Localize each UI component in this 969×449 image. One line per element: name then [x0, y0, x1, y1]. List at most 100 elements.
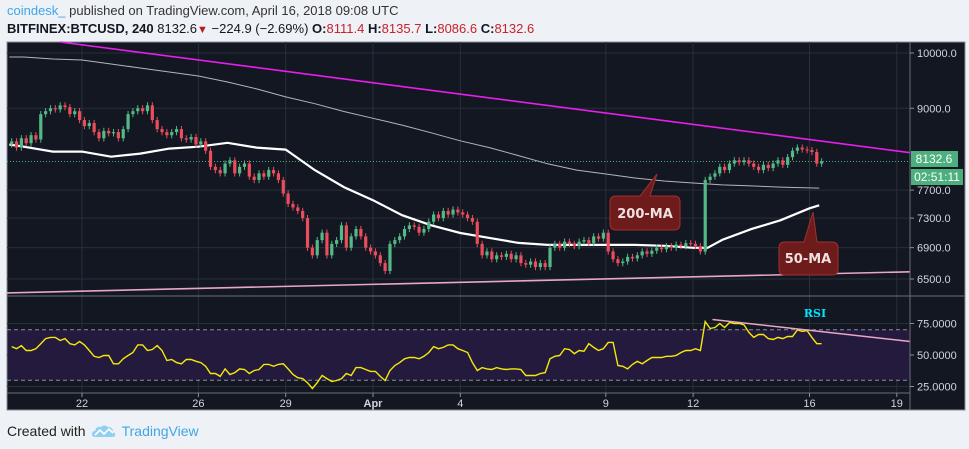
- candle-body: [790, 150, 795, 158]
- candle: [58, 102, 62, 113]
- x-tick-label: 29: [280, 398, 292, 410]
- candle-body: [335, 240, 339, 244]
- candle-body: [786, 157, 790, 165]
- candle: [165, 128, 169, 139]
- candle: [509, 250, 513, 263]
- high-value: 8135.7: [381, 21, 422, 36]
- candle-body: [252, 176, 256, 180]
- y-tick-label: 6500.0: [917, 274, 951, 286]
- candle-body: [572, 243, 576, 247]
- candle: [626, 253, 630, 265]
- candle: [373, 248, 378, 259]
- candle: [82, 116, 87, 130]
- candle-body: [698, 246, 702, 252]
- candle-body: [674, 244, 678, 248]
- candle-body: [407, 225, 411, 229]
- candle-body: [14, 141, 19, 148]
- candle: [393, 236, 397, 248]
- candle-body: [218, 170, 222, 174]
- candle-body: [781, 160, 785, 165]
- candle: [533, 258, 538, 271]
- candle-body: [228, 160, 232, 164]
- plot-area: [6, 41, 911, 390]
- candle: [558, 240, 562, 251]
- candle: [281, 176, 285, 197]
- candle-body: [533, 261, 538, 268]
- candle: [29, 132, 33, 147]
- tradingview-link[interactable]: TradingView: [121, 423, 199, 439]
- callout-50-ma: 50-MA: [778, 211, 839, 276]
- callout-200-ma: 200-MA: [609, 173, 681, 231]
- candle: [301, 207, 305, 222]
- candle: [698, 243, 702, 255]
- candle: [145, 102, 150, 115]
- resistance-trendline[interactable]: [60, 41, 911, 154]
- candle-body: [432, 214, 436, 222]
- candle: [708, 173, 712, 184]
- candle: [713, 170, 717, 180]
- author-link[interactable]: coindesk_: [7, 3, 66, 18]
- candle: [48, 105, 53, 115]
- candle-body: [48, 108, 53, 112]
- candle: [378, 252, 382, 267]
- candle-body: [359, 228, 363, 237]
- candle: [761, 161, 766, 174]
- candle: [141, 105, 145, 115]
- candle-body: [499, 255, 504, 257]
- candle-body: [194, 137, 198, 145]
- ma50-line[interactable]: [9, 141, 820, 249]
- candle-body: [276, 173, 281, 180]
- candle: [514, 252, 518, 263]
- x-tick-label: 19: [891, 398, 903, 410]
- candle: [87, 119, 91, 130]
- candle-body: [800, 147, 804, 150]
- candle: [645, 248, 649, 257]
- rsi-trendline[interactable]: [712, 318, 911, 343]
- candle: [310, 244, 314, 259]
- candle-body: [596, 236, 601, 239]
- candle-body: [640, 251, 644, 256]
- candle-body: [339, 225, 344, 241]
- candle-body: [490, 251, 494, 260]
- candle: [160, 125, 164, 136]
- candle: [616, 256, 620, 267]
- candle-body: [727, 163, 732, 171]
- candle-body: [121, 129, 125, 139]
- candle-body: [601, 232, 605, 239]
- support-trendline[interactable]: [6, 270, 911, 294]
- candle-body: [669, 246, 673, 248]
- candle-body: [621, 261, 625, 264]
- rsi-y-tick-label: 50.0000: [917, 350, 957, 362]
- candle-body: [509, 253, 513, 260]
- candle-body: [684, 243, 688, 247]
- candle-body: [616, 259, 620, 264]
- candle-body: [630, 256, 635, 259]
- candle-body: [398, 236, 402, 241]
- candle: [776, 157, 780, 167]
- y-tick-label: 7300.0: [917, 213, 951, 225]
- candle: [485, 248, 489, 259]
- candle: [723, 163, 727, 174]
- candle-body: [524, 263, 528, 265]
- candle-body: [558, 243, 562, 248]
- candle-body: [315, 240, 319, 256]
- candle-body: [441, 210, 445, 219]
- candle: [446, 207, 450, 218]
- candle: [795, 144, 799, 154]
- candle-body: [650, 250, 654, 254]
- ma200-line[interactable]: [9, 56, 820, 189]
- candle: [592, 233, 596, 247]
- candle: [567, 238, 572, 248]
- candle-body: [470, 218, 475, 222]
- candle-body: [383, 263, 387, 271]
- candle-body: [732, 160, 736, 164]
- candle-body: [611, 251, 615, 260]
- candle: [436, 211, 441, 222]
- y-tick-label: 10000.0: [917, 48, 957, 60]
- candle-body: [485, 251, 489, 256]
- candle-body: [776, 160, 780, 164]
- x-tick-label: 4: [457, 398, 463, 410]
- candle: [344, 222, 348, 251]
- candle: [199, 138, 203, 148]
